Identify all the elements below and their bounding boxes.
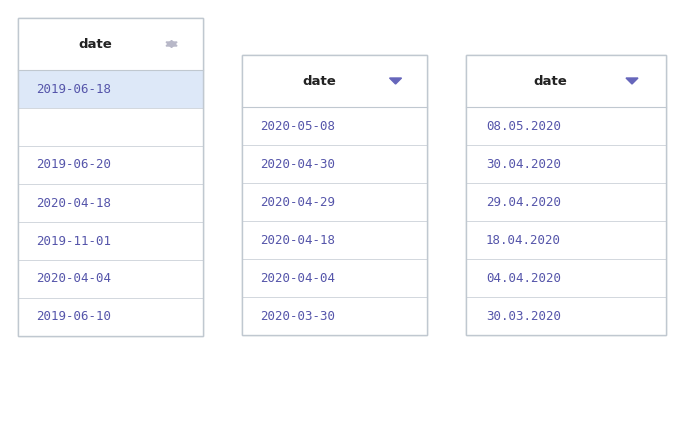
Bar <box>18 70 203 108</box>
Text: 2020-04-18: 2020-04-18 <box>36 197 111 210</box>
Bar <box>18 260 203 298</box>
Text: 2020-04-30: 2020-04-30 <box>261 158 336 171</box>
Text: date: date <box>303 74 336 88</box>
Text: 2020-04-04: 2020-04-04 <box>36 272 111 285</box>
Bar <box>18 18 203 70</box>
Text: 08.05.2020: 08.05.2020 <box>486 120 561 132</box>
Polygon shape <box>389 78 402 84</box>
Text: 2020-04-29: 2020-04-29 <box>261 195 336 209</box>
Bar <box>242 107 427 145</box>
Bar <box>466 145 666 183</box>
Text: 2020-04-18: 2020-04-18 <box>261 233 336 246</box>
Text: 2019-11-01: 2019-11-01 <box>36 234 111 248</box>
Bar <box>466 221 666 259</box>
Bar <box>18 298 203 336</box>
Text: 04.04.2020: 04.04.2020 <box>486 272 561 284</box>
Text: 30.03.2020: 30.03.2020 <box>486 310 561 323</box>
Polygon shape <box>166 42 177 47</box>
Text: 18.04.2020: 18.04.2020 <box>486 233 561 246</box>
Text: 30.04.2020: 30.04.2020 <box>486 158 561 171</box>
Bar <box>18 184 203 222</box>
Text: date: date <box>79 38 113 51</box>
Bar <box>18 222 203 260</box>
FancyBboxPatch shape <box>242 55 427 335</box>
Text: 2019-06-10: 2019-06-10 <box>36 311 111 323</box>
Bar <box>242 259 427 297</box>
Text: 2020-05-08: 2020-05-08 <box>261 120 336 132</box>
Text: 2019-06-20: 2019-06-20 <box>36 159 111 171</box>
Text: date: date <box>533 74 567 88</box>
FancyBboxPatch shape <box>18 18 203 336</box>
Bar <box>466 259 666 297</box>
Bar <box>18 146 203 184</box>
Text: 2019-06-18: 2019-06-18 <box>36 82 111 96</box>
Bar <box>466 183 666 221</box>
Polygon shape <box>626 78 638 84</box>
Bar <box>242 221 427 259</box>
Bar <box>242 55 427 107</box>
Bar <box>466 55 666 107</box>
Bar <box>242 297 427 335</box>
Bar <box>18 108 203 146</box>
FancyBboxPatch shape <box>466 55 666 335</box>
Text: 2020-04-04: 2020-04-04 <box>261 272 336 284</box>
Polygon shape <box>166 40 177 46</box>
Bar <box>242 183 427 221</box>
Bar <box>466 107 666 145</box>
Text: 2020-03-30: 2020-03-30 <box>261 310 336 323</box>
Bar <box>242 145 427 183</box>
Bar <box>466 297 666 335</box>
Text: 29.04.2020: 29.04.2020 <box>486 195 561 209</box>
